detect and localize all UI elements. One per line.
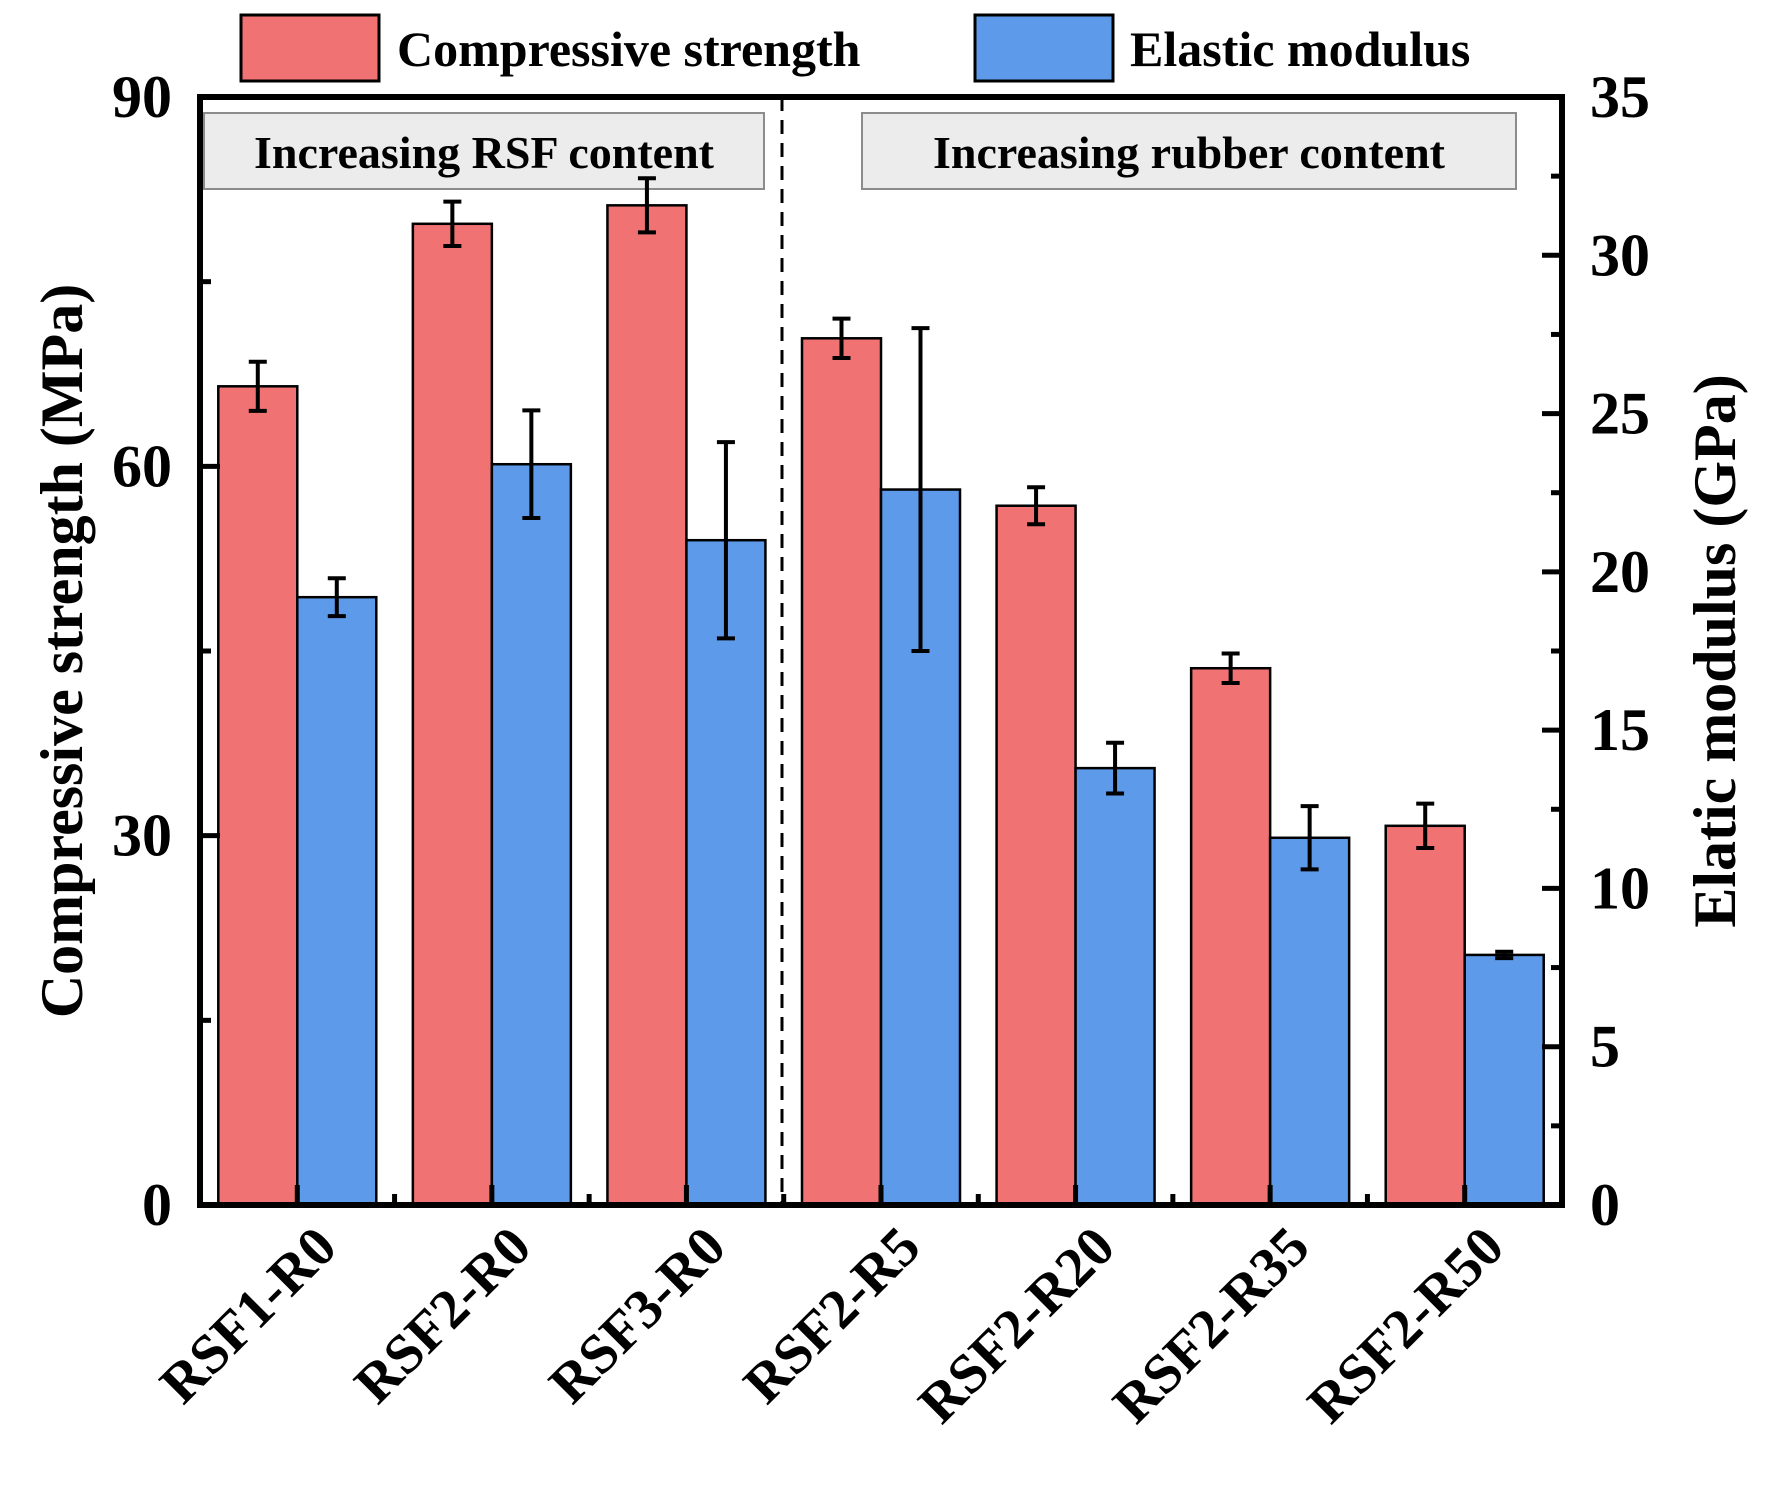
x-tick-label-rsf2-r50: RSF2-R50: [1296, 1215, 1516, 1435]
x-tick-label-rsf2-r5: RSF2-R5: [732, 1215, 932, 1415]
legend: Compressive strength Elastic modulus: [239, 13, 1470, 83]
error-bar-compressive-rsf3-r0: [637, 176, 656, 235]
y-right-tick-label: 15: [1590, 697, 1650, 763]
bars-layer: [217, 204, 1545, 1207]
error-bar-elastic-rsf2-r0: [522, 408, 541, 521]
y-axis-right-title: Elatic modulus (GPa): [1682, 374, 1748, 927]
y-left-tick-label: 90: [112, 64, 172, 130]
bar-compressive-rsf3-r0: [606, 204, 688, 1207]
y-left-tick-label: 0: [142, 1172, 172, 1238]
error-bar-compressive-rsf2-r0: [443, 199, 462, 248]
x-tick-label-rsf2-r35: RSF2-R35: [1102, 1215, 1322, 1435]
bar-elastic-rsf1-r0: [296, 595, 378, 1207]
error-bar-elastic-rsf1-r0: [327, 576, 346, 619]
y-right-tick-label: 20: [1590, 539, 1650, 605]
y-right-tick-label: 25: [1590, 381, 1650, 447]
legend-label-elastic: Elastic modulus: [1130, 21, 1470, 77]
bar-elastic-rsf2-r20: [1074, 766, 1156, 1207]
y-right-tick-label: 10: [1590, 855, 1650, 921]
y-right-tick-label: 5: [1590, 1014, 1620, 1080]
y-left-tick-label: 60: [112, 433, 172, 499]
error-bar-elastic-rsf2-r35: [1300, 804, 1319, 872]
error-bar-elastic-rsf2-r20: [1106, 740, 1125, 796]
bar-compressive-rsf1-r0: [217, 385, 299, 1207]
x-tick-label-rsf2-r20: RSF2-R20: [907, 1215, 1127, 1435]
y-right-tick-label: 30: [1590, 222, 1650, 288]
annotation-rsf-content: Increasing RSF content: [254, 127, 715, 178]
legend-swatch-elastic: [973, 13, 1115, 83]
annotation-rubber-content: Increasing rubber content: [933, 127, 1446, 178]
annotation-box-rsf: [203, 112, 765, 190]
x-tick-label-rsf3-r0: RSF3-R0: [538, 1215, 738, 1415]
errors-layer: [248, 176, 1514, 961]
y-left-tick-label: 30: [112, 803, 172, 869]
bar-compressive-rsf2-r20: [995, 504, 1077, 1207]
y-axis-left-title: Compressive strength (MPa): [29, 284, 95, 1018]
legend-swatch-compressive: [239, 13, 381, 83]
bar-compressive-rsf2-r5: [800, 337, 883, 1207]
error-bar-compressive-rsf2-r20: [1027, 485, 1046, 527]
bar-elastic-rsf2-r35: [1268, 836, 1351, 1207]
error-bar-elastic-rsf2-r5: [911, 326, 930, 653]
y-right-tick-label: 0: [1590, 1172, 1620, 1238]
annotation-box-rubber: [861, 112, 1517, 190]
bar-compressive-rsf2-r50: [1384, 824, 1466, 1207]
error-bar-elastic-rsf3-r0: [716, 440, 735, 641]
error-bar-compressive-rsf2-r5: [832, 316, 851, 360]
y-right-tick-label: 35: [1590, 64, 1650, 130]
bar-compressive-rsf2-r35: [1189, 666, 1272, 1207]
error-bar-compressive-rsf2-r50: [1416, 801, 1435, 850]
bar-elastic-rsf2-r0: [490, 462, 573, 1207]
bar-elastic-rsf2-r50: [1463, 953, 1545, 1207]
bar-compressive-rsf2-r0: [411, 222, 494, 1207]
error-bar-elastic-rsf2-r50: [1495, 949, 1514, 961]
x-tick-label-rsf1-r0: RSF1-R0: [148, 1215, 348, 1415]
x-tick-label-rsf2-r0: RSF2-R0: [343, 1215, 543, 1415]
bar-elastic-rsf2-r5: [879, 488, 962, 1207]
error-bar-compressive-rsf1-r0: [248, 359, 267, 413]
legend-label-compressive: Compressive strength: [397, 21, 861, 77]
error-bar-compressive-rsf2-r35: [1221, 651, 1240, 686]
